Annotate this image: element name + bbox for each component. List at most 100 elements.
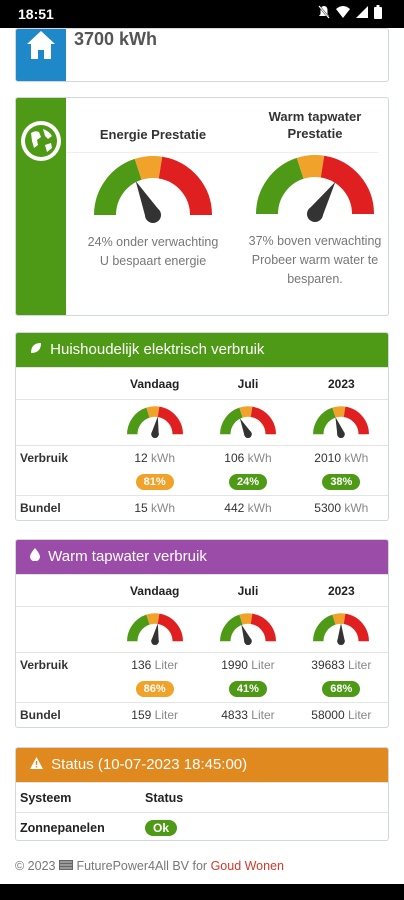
gauge-orange-segment (332, 406, 346, 418)
gauge-hub (244, 637, 252, 646)
gauge-green-segment (220, 407, 243, 435)
usage-label: Verbruik (16, 652, 108, 677)
bundle-unit: Liter (154, 707, 178, 722)
gauge-red-segment (158, 156, 212, 216)
water-performance: Warm tapwater Prestatie 37% boven verwac… (245, 108, 385, 289)
usage-unit: Liter (251, 657, 275, 672)
water-title: Warm tapwater verbruik (48, 548, 207, 565)
energy-performance: Energie Prestatie 24% onder verwachting … (83, 108, 223, 271)
gauge-green-segment (313, 407, 337, 435)
gauge-red-segment (320, 155, 374, 215)
usage-value: 106 (224, 450, 245, 465)
gauge-red-segment (157, 406, 183, 435)
electricity-usage-card: Huishoudelijk elektrisch verbruik Vandaa… (15, 332, 389, 521)
energy-performance-text-1: 24% onder verwachting (87, 235, 219, 249)
globe-icon (21, 121, 61, 161)
usage-value: 39683 (311, 657, 345, 672)
performance-card: Energie Prestatie 24% onder verwachting … (15, 97, 389, 316)
gauge-orange-segment (146, 613, 160, 625)
company-name: FuturePower4All BV for (76, 859, 208, 873)
electricity-gauge-month (220, 406, 276, 439)
gauge-orange-segment (296, 155, 325, 179)
brand-link[interactable]: Goud Wonen (210, 859, 284, 873)
water-performance-text-3: besparen. (287, 272, 343, 286)
bundle-value: 4833 (221, 707, 248, 722)
mute-icon (318, 5, 330, 22)
water-usage-card: Warm tapwater verbruik Vandaag Juli 2023… (15, 539, 389, 728)
usage-unit: Liter (154, 657, 178, 672)
usage-unit: kWh (344, 450, 369, 465)
water-performance-title-1: Warm tapwater (268, 109, 362, 124)
energy-performance-text-2: U bespaart energie (99, 254, 207, 268)
percentage-badge: 38% (322, 474, 361, 491)
home-usage-card: 3700 kWh (15, 28, 389, 82)
gauge-hub (337, 430, 346, 439)
system-name: Zonnepanelen (16, 812, 141, 840)
column-header: Vandaag (108, 574, 202, 607)
flag-icon (58, 859, 76, 873)
gauge-orange-segment (134, 156, 163, 180)
warning-icon (30, 748, 43, 782)
water-performance-text-1: 37% boven verwachting (248, 234, 382, 248)
percentage-badge: 41% (228, 681, 267, 698)
energy-performance-gauge (94, 156, 212, 223)
column-header: 2023 (294, 367, 388, 400)
gauge-green-segment (126, 407, 150, 435)
wifi-icon (336, 5, 350, 22)
battery-icon (374, 5, 382, 22)
gauge-red-segment (250, 406, 276, 435)
water-gauge-year (313, 613, 370, 646)
gauge-hub (150, 430, 159, 439)
water-header: Warm tapwater verbruik (16, 540, 388, 574)
status-ok-badge: Ok (145, 819, 178, 836)
bundle-value: 159 (131, 707, 152, 722)
gauge-needle (150, 623, 159, 642)
bundle-unit: kWh (151, 500, 176, 515)
energy-performance-title: Energie Prestatie (99, 127, 207, 142)
status-column-header: Status (141, 782, 388, 813)
gauge-green-segment (219, 614, 243, 642)
column-header: Juli (201, 367, 295, 400)
bundle-unit: Liter (251, 707, 275, 722)
gauge-green-segment (256, 157, 305, 215)
bundle-unit: Liter (347, 707, 372, 722)
bundle-unit: kWh (247, 500, 272, 515)
home-usage-value: 3700 kWh (74, 29, 158, 49)
status-header: Status (10-07-2023 18:45:00) (16, 748, 388, 782)
signal-icon (356, 5, 368, 22)
gauge-red-segment (250, 613, 276, 642)
gauge-hub (145, 207, 161, 223)
bundle-label: Bundel (16, 495, 108, 520)
column-header: Juli (201, 574, 295, 607)
bundle-value: 15 (134, 500, 148, 515)
electricity-gauge-year (313, 406, 370, 439)
droplet-icon (30, 540, 40, 574)
gauge-hub (244, 430, 252, 439)
home-icon (25, 29, 57, 66)
electricity-title: Huishoudelijk elektrisch verbruik (50, 341, 265, 358)
gauge-red-segment (157, 613, 183, 642)
electricity-table: Vandaag Juli 2023 Verbruik 12 kWh 106 kW… (16, 367, 388, 520)
bundle-unit: kWh (344, 500, 369, 515)
bundle-label: Bundel (16, 702, 108, 727)
bundle-value: 58000 (311, 707, 345, 722)
percentage-badge: 86% (135, 681, 174, 698)
gauge-red-segment (343, 613, 370, 642)
gauge-orange-segment (239, 613, 253, 625)
gauge-hub (150, 637, 159, 646)
status-card: Status (10-07-2023 18:45:00) Systeem Sta… (15, 747, 389, 841)
usage-value: 1990 (221, 657, 248, 672)
percentage-badge: 68% (322, 681, 361, 698)
water-performance-text-2: Probeer warm water te (251, 253, 379, 267)
usage-value: 2010 (314, 450, 341, 465)
gauge-needle (150, 416, 159, 435)
usage-value: 12 (134, 450, 148, 465)
water-performance-gauge (256, 155, 374, 222)
navigation-bar (0, 884, 404, 900)
leaf-icon (30, 333, 42, 367)
system-status-bar: 18:51 (0, 0, 404, 28)
gauge-hub (307, 206, 323, 222)
electricity-gauge-today (126, 406, 183, 439)
percentage-badge: 24% (228, 474, 267, 491)
usage-unit: kWh (151, 450, 176, 465)
